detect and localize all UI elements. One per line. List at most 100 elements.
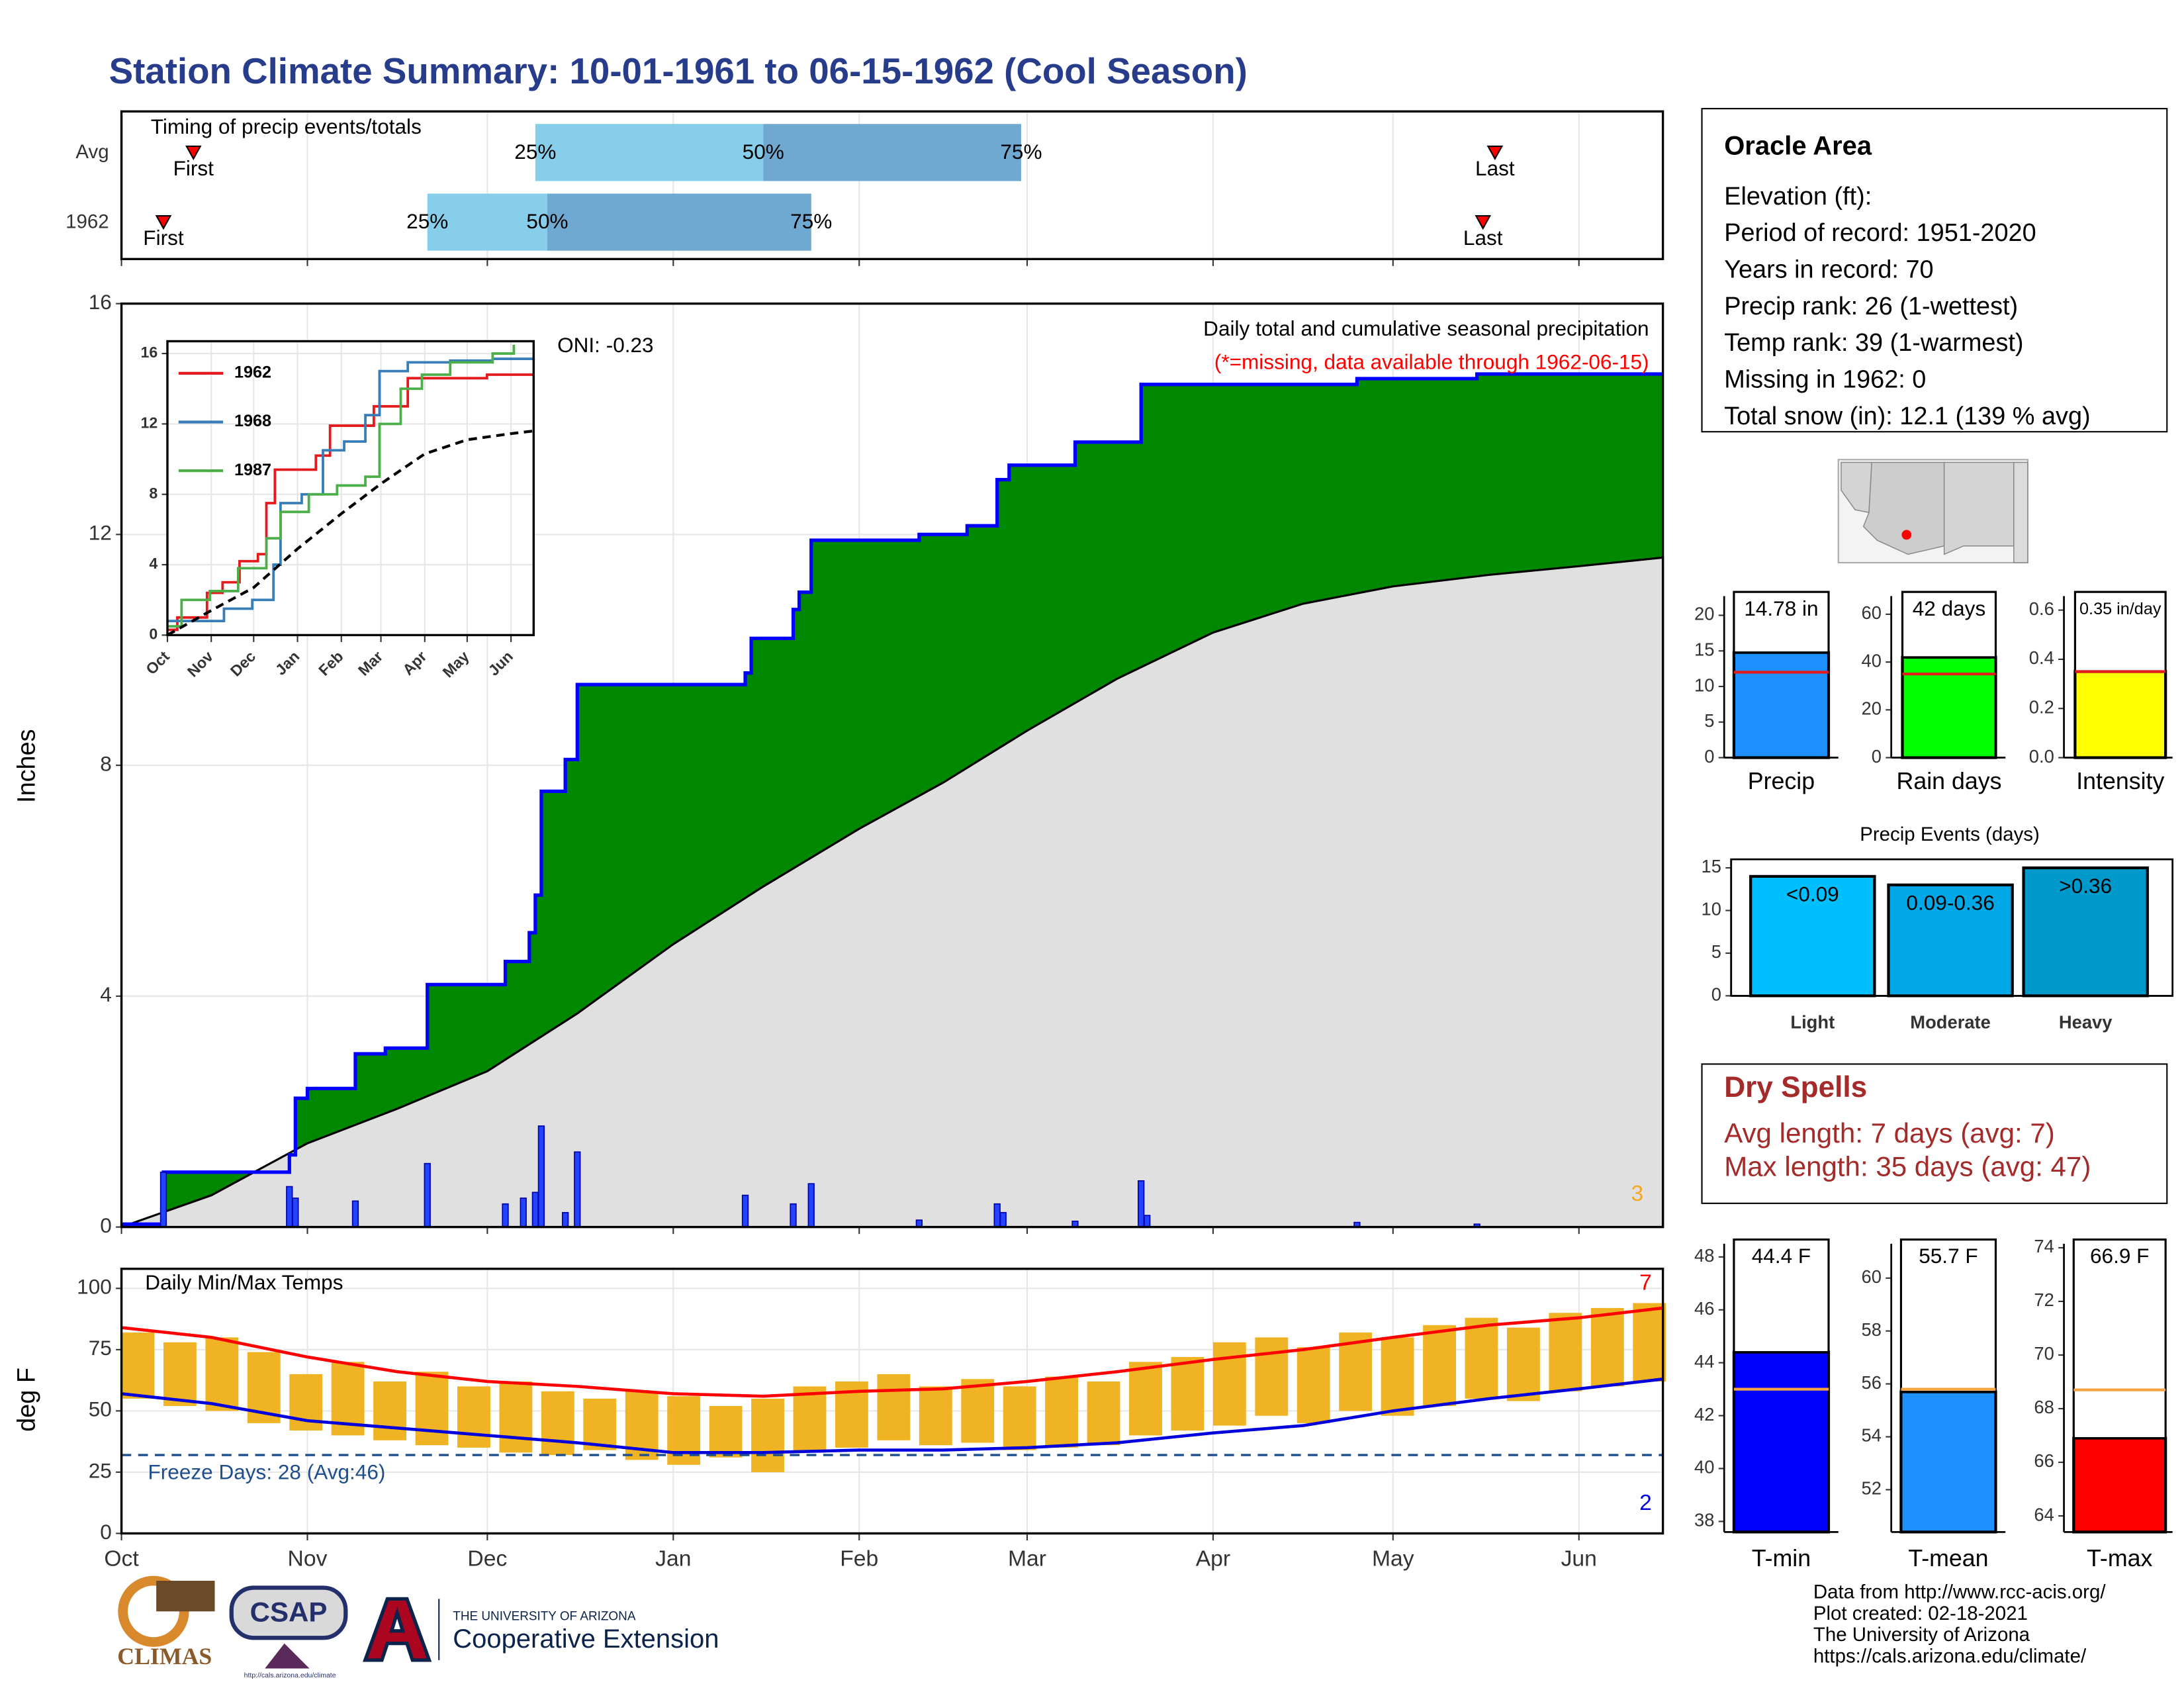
temp-range-bar <box>1506 1327 1540 1401</box>
y-tick-label: 8 <box>149 485 158 502</box>
climas-mark <box>156 1580 215 1612</box>
climas-logo: CLIMAS <box>117 1643 212 1669</box>
y-tick-label: 5 <box>1704 710 1714 731</box>
y-tick-label: 74 <box>2034 1236 2054 1256</box>
value-label: 66.9 F <box>2090 1244 2149 1268</box>
temp-range-bar <box>1045 1376 1079 1448</box>
cumulative-line <box>121 372 1663 1226</box>
plot-frame <box>166 340 535 637</box>
y-tick-label: 50 <box>89 1397 112 1421</box>
csap-url: http://cals.arizona.edu/climate <box>244 1671 336 1679</box>
percentile-label: 75% <box>790 209 832 233</box>
y-tick-label: 4 <box>100 982 112 1006</box>
freeze-label: Freeze Days: 28 (Avg:46) <box>148 1460 386 1483</box>
footer-line: The University of Arizona <box>1813 1624 2030 1646</box>
temp-range-bar <box>583 1398 617 1450</box>
timing-bar <box>763 124 1021 181</box>
value-label-box <box>2072 1238 2167 1440</box>
temp-range-bar <box>457 1386 490 1448</box>
temp-range-bar <box>1003 1386 1036 1450</box>
temp-range-bar <box>1297 1347 1330 1423</box>
y-tick-label: 15 <box>1702 856 1721 876</box>
timing-marker <box>155 215 172 230</box>
temp-range-bar <box>1549 1313 1582 1391</box>
y-tick-label: 60 <box>1862 602 1882 623</box>
temp-range-bar <box>793 1386 827 1453</box>
bin-label: >0.36 <box>2059 874 2112 898</box>
y-tick-label: 16 <box>141 344 158 361</box>
category-label: Intensity <box>2076 768 2164 794</box>
station-dot <box>1901 530 1912 540</box>
temp-range-bar <box>1129 1362 1162 1436</box>
y-tick-label: 40 <box>1694 1457 1714 1477</box>
percentile-label: 75% <box>1000 140 1042 164</box>
timing-bar <box>535 124 764 181</box>
x-tick-label: Feb <box>840 1546 878 1571</box>
daily-bar <box>292 1197 299 1228</box>
y-tick-label: 58 <box>1862 1319 1882 1340</box>
daily-bar <box>574 1151 581 1228</box>
bar <box>2073 670 2167 759</box>
daily-bar <box>1138 1180 1145 1228</box>
x-tick-label: Jan <box>655 1546 691 1571</box>
bar <box>1732 1350 1831 1534</box>
dry-spell-line: Max length: 35 days (avg: 47) <box>1724 1150 2091 1182</box>
map-state <box>2013 461 2028 563</box>
locator-map <box>1837 459 2028 564</box>
daily-bar <box>520 1197 527 1228</box>
y-tick-label: 42 <box>1694 1404 1714 1425</box>
temp-range-bar <box>1381 1337 1414 1416</box>
dry-spells-title: Dry Spells <box>1724 1071 1867 1103</box>
footer-line: https://cals.arizona.edu/climate/ <box>1813 1645 2087 1667</box>
temp-range-bar <box>1087 1381 1120 1446</box>
y-tick-label: 20 <box>1862 698 1882 719</box>
value-label: 44.4 F <box>1752 1244 1811 1268</box>
footer-line: Plot created: 02-18-2021 <box>1813 1603 2028 1624</box>
timing-bar <box>547 193 811 251</box>
y-tick-label: 0 <box>1711 984 1721 1005</box>
x-tick-label: Oct <box>104 1546 139 1571</box>
value-label: 14.78 in <box>1744 596 1818 620</box>
x-tick-label: Nov <box>288 1546 328 1571</box>
y-tick-label: 48 <box>1694 1245 1714 1266</box>
y-tick-label: 4 <box>149 555 158 572</box>
y-tick-label: 72 <box>2034 1289 2054 1310</box>
legend-label: 1968 <box>234 412 271 430</box>
extension-name: Cooperative Extension <box>453 1624 719 1654</box>
y-tick-label: 10 <box>1694 675 1714 695</box>
category-label: T-min <box>1752 1545 1811 1571</box>
y-tick-label: 16 <box>89 290 112 314</box>
percentile-label: 25% <box>406 209 448 233</box>
y-tick-label: 52 <box>1862 1478 1882 1499</box>
station-line: Years in record: 70 <box>1724 256 1933 283</box>
x-tick-label: Mar <box>1008 1546 1046 1571</box>
x-tick-label: Apr <box>1196 1546 1230 1571</box>
value-label: 0.35 in/day <box>2079 600 2161 618</box>
temp-range-bar <box>1465 1317 1498 1399</box>
station-name: Oracle Area <box>1724 132 1872 161</box>
station-line: Missing in 1962: 0 <box>1724 365 1926 393</box>
record-min-count: 2 <box>1639 1491 1652 1515</box>
chart-title: Daily total and cumulative seasonal prec… <box>1203 316 1649 340</box>
chart-title: Precip Events (days) <box>1860 823 2040 845</box>
y-tick-label: 12 <box>141 414 158 432</box>
y-tick-label: 0.0 <box>2029 746 2054 767</box>
x-tick-label: Dec <box>467 1546 507 1571</box>
daily-bar <box>790 1203 797 1228</box>
daily-bar <box>537 1125 545 1228</box>
oni-label: ONI: -0.23 <box>557 333 654 357</box>
temp-range-bar <box>751 1398 784 1472</box>
y-tick-label: 0 <box>149 626 158 643</box>
bar <box>1887 883 2014 998</box>
daily-bar <box>286 1186 293 1228</box>
timing-marker-label: First <box>143 226 184 250</box>
station-line: Temp rank: 39 (1-warmest) <box>1724 329 2023 357</box>
percentile-label: 25% <box>514 140 556 164</box>
temp-range-bar <box>1633 1303 1666 1382</box>
temp-range-bar <box>373 1381 407 1440</box>
value-label-box <box>1733 1238 1830 1354</box>
ua-mark <box>362 1597 432 1662</box>
y-tick-label: 10 <box>1702 899 1721 919</box>
